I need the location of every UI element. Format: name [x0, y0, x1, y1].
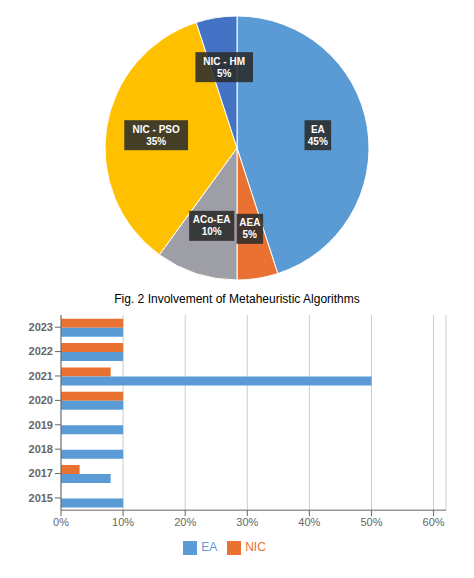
svg-text:20%: 20% — [174, 516, 196, 528]
svg-text:NIC - PSO: NIC - PSO — [133, 124, 180, 135]
svg-text:45%: 45% — [308, 136, 328, 147]
svg-text:50%: 50% — [360, 516, 382, 528]
svg-text:2017: 2017 — [29, 467, 53, 479]
svg-text:ACo-EA: ACo-EA — [193, 214, 231, 225]
svg-text:5%: 5% — [243, 229, 258, 240]
svg-text:40%: 40% — [298, 516, 320, 528]
svg-text:2021: 2021 — [29, 370, 53, 382]
svg-text:2018: 2018 — [29, 443, 53, 455]
svg-text:60%: 60% — [423, 516, 445, 528]
html-text:EA: EA — [201, 540, 218, 555]
svg-text:0%: 0% — [53, 516, 69, 528]
html-text:NIC: NIC — [245, 540, 266, 555]
svg-text:AEA: AEA — [239, 217, 260, 228]
svg-text:10%: 10% — [202, 226, 222, 237]
svg-text:5%: 5% — [217, 68, 232, 79]
svg-text:30%: 30% — [236, 516, 258, 528]
svg-text:2023: 2023 — [29, 321, 53, 333]
svg-text:2022: 2022 — [29, 345, 53, 357]
svg-text:35%: 35% — [146, 136, 166, 147]
svg-text:NIC - HM: NIC - HM — [203, 56, 245, 67]
svg-text:10%: 10% — [112, 516, 134, 528]
svg-text:2020: 2020 — [29, 394, 53, 406]
svg-text:2015: 2015 — [29, 492, 53, 504]
svg-text:2019: 2019 — [29, 419, 53, 431]
html-text:Fig. 2 Involvement of Metaheur: Fig. 2 Involvement of Metaheuristic Algo… — [114, 292, 360, 306]
svg-text:EA: EA — [311, 124, 325, 135]
